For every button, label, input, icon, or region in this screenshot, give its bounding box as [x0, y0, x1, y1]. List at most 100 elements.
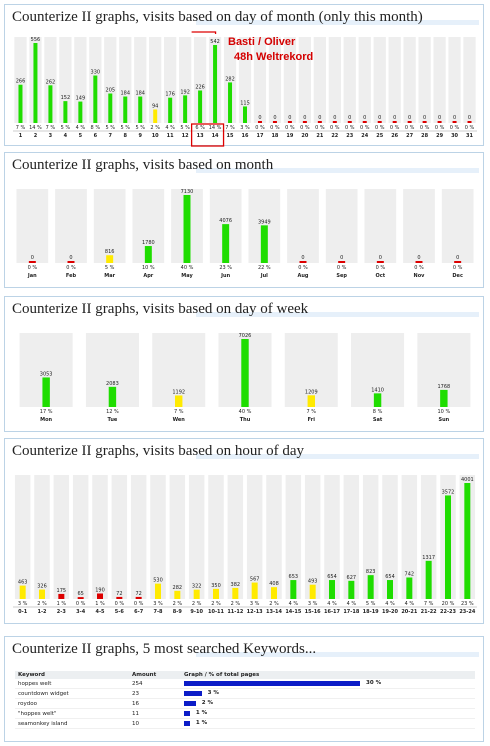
bar — [287, 121, 292, 123]
column-background — [130, 475, 147, 599]
column-background — [169, 475, 186, 599]
category-label: 31 — [466, 133, 473, 139]
column-background — [152, 333, 206, 407]
value-label: 184 — [120, 91, 130, 97]
bar — [106, 255, 114, 263]
column-background — [268, 37, 282, 123]
chart-title: Counterize II graphs, 5 most searched Ke… — [12, 641, 317, 657]
table-row: "hoppes welt" 11 1 % — [15, 708, 475, 719]
percent-label: 7 % — [424, 601, 434, 607]
category-label: 30 — [451, 133, 458, 139]
category-label: 22-23 — [440, 609, 457, 615]
percent-label: 2 % — [211, 601, 221, 607]
percent-label: 0 % — [376, 265, 386, 271]
category-label: 21 — [316, 133, 323, 139]
category-label: 20 — [301, 133, 308, 139]
value-label: 816 — [105, 249, 115, 255]
bar — [18, 84, 23, 123]
percent-label: 40 % — [239, 409, 252, 415]
bar — [193, 589, 200, 599]
annotation-line1: Basti / Oliver — [228, 36, 296, 48]
column-background — [14, 37, 27, 123]
category-label: 2-3 — [57, 609, 67, 615]
value-label: 3949 — [258, 219, 271, 225]
value-label: 176 — [165, 92, 175, 98]
category-label: 9-10 — [190, 609, 203, 615]
bar — [67, 261, 75, 263]
value-label: 654 — [385, 574, 395, 580]
percent-label: 0 % — [330, 125, 340, 131]
bar — [33, 43, 38, 123]
value-label: 463 — [18, 580, 28, 586]
percent-label: 3 % — [308, 601, 318, 607]
bar — [241, 339, 249, 407]
column-background — [227, 475, 244, 599]
value-label: 72 — [135, 591, 141, 597]
panel-month: Counterize II graphs, visits based on mo… — [4, 152, 484, 288]
value-label: 0 — [438, 115, 441, 121]
amount-cell: 16 — [129, 698, 181, 709]
title-underline — [196, 20, 479, 25]
value-label: 0 — [393, 115, 396, 121]
category-label: 11-12 — [227, 609, 244, 615]
percent-label: 14 % — [29, 125, 42, 131]
percent-label: 5 % — [180, 125, 190, 131]
value-label: 654 — [327, 574, 337, 580]
value-label: 0 — [258, 115, 261, 121]
bar — [257, 121, 262, 123]
percent-label: 0 % — [315, 125, 325, 131]
column-background — [223, 37, 237, 123]
keyword-bar — [184, 700, 196, 706]
chart-month: Jan Feb Mar Apr May Jun Jul Aug Sep Oct Nov Dec 0 0 %… — [16, 189, 474, 279]
value-label: 556 — [31, 37, 41, 43]
category-label: 20-21 — [401, 609, 418, 615]
chart-title: Counterize II graphs, visits based on ho… — [12, 443, 305, 459]
bar — [153, 109, 158, 123]
column-background — [433, 37, 446, 123]
percent-label: 3 % — [240, 125, 250, 131]
graph-cell: 1 % — [181, 718, 475, 729]
value-label: 7130 — [181, 189, 194, 195]
keyword-bar — [184, 720, 190, 726]
keyword-percent: 2 % — [201, 700, 213, 707]
value-label: 0 — [69, 255, 72, 261]
column-background — [284, 333, 338, 407]
annotation-bracket-top — [191, 31, 217, 34]
category-label: 15-16 — [305, 609, 322, 615]
category-label: 17-18 — [343, 609, 360, 615]
bar — [422, 121, 427, 123]
column-background — [418, 37, 431, 123]
value-label: 262 — [46, 79, 56, 85]
percent-label: 0 % — [134, 601, 144, 607]
percent-label: 10 % — [142, 265, 155, 271]
bar — [183, 195, 191, 263]
column-background — [16, 189, 49, 263]
percent-label: 2 % — [192, 601, 202, 607]
value-label: 1768 — [437, 384, 450, 390]
bar — [425, 560, 432, 599]
bar — [228, 82, 233, 123]
column-background — [238, 37, 252, 123]
percent-label: 20 % — [442, 601, 455, 607]
bar — [452, 121, 457, 123]
keywords-table: Keyword Amount Graph / % of total pages … — [15, 671, 475, 729]
category-label: 0-1 — [18, 609, 28, 615]
value-label: 0 — [288, 115, 291, 121]
keyword-percent: 1 % — [195, 720, 208, 727]
column-background — [44, 37, 57, 123]
bar — [454, 261, 462, 263]
value-label: 542 — [210, 39, 220, 45]
column-background — [325, 189, 358, 263]
chart-hour-of-day: 0-1 1-2 2-3 3-4 4-5 5-6 6-7 7-8 8-9 9-10 10-11 11-1… — [13, 475, 477, 615]
bar — [290, 580, 297, 599]
category-label: 28 — [421, 133, 428, 139]
value-label: 65 — [77, 591, 83, 597]
category-label: Dec — [452, 273, 463, 279]
column-background — [283, 37, 297, 123]
category-label: 1-2 — [37, 609, 47, 615]
column-background — [149, 37, 162, 123]
column-background — [304, 475, 321, 599]
column-background — [362, 475, 379, 599]
bar — [222, 224, 230, 263]
percent-label: 6 % — [195, 125, 205, 131]
